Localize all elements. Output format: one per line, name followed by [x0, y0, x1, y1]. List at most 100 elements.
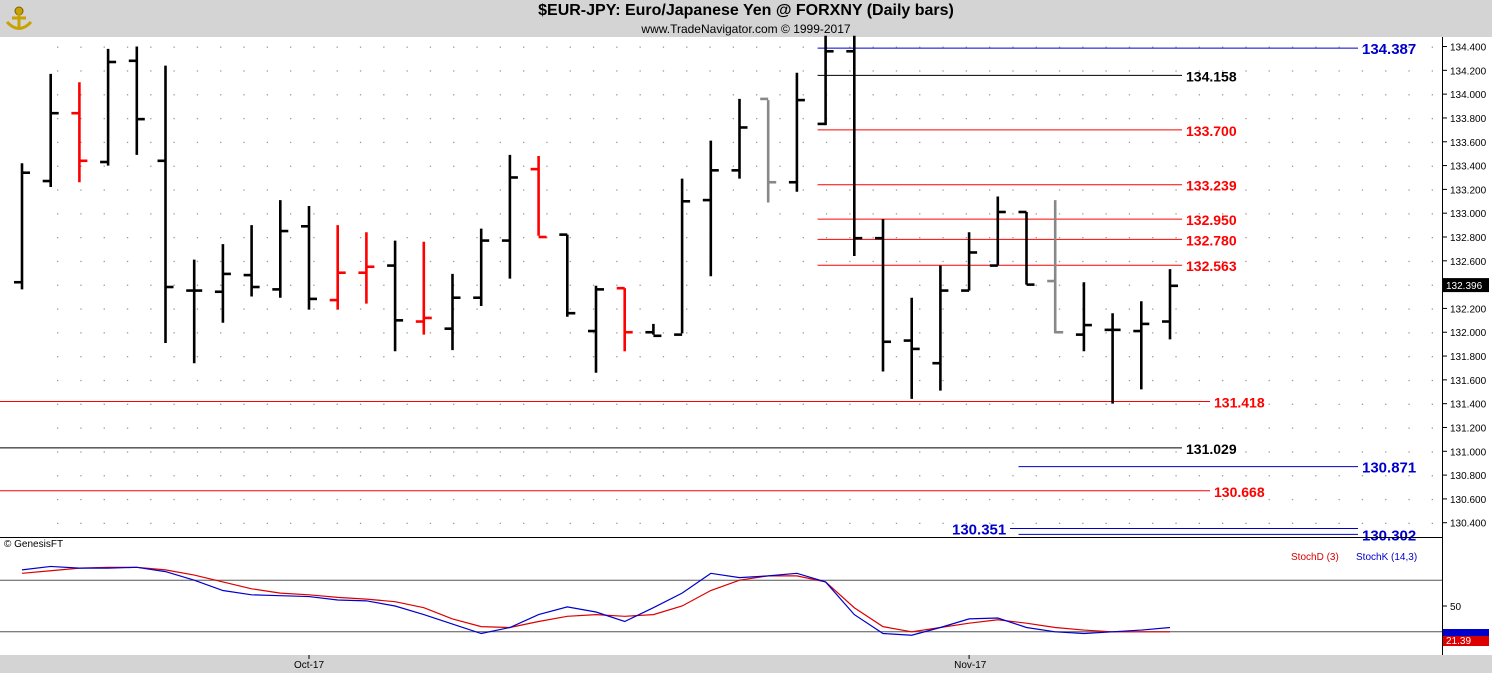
grid-dot	[802, 332, 804, 334]
grid-dot	[1361, 213, 1364, 215]
grid-dot	[313, 498, 315, 501]
grid-dot	[802, 475, 804, 477]
grid-dot	[1361, 308, 1364, 310]
grid-dot	[1128, 332, 1131, 334]
grid-dot	[406, 189, 408, 191]
grid-dot	[1082, 165, 1084, 167]
grid-dot	[383, 332, 385, 334]
grid-dot	[919, 284, 921, 286]
grid-dot	[313, 189, 315, 191]
grid-dot	[686, 498, 688, 501]
grid-dot	[1291, 189, 1294, 191]
grid-dot	[266, 308, 268, 310]
grid-dot	[1245, 213, 1247, 215]
grid-dot	[592, 237, 595, 239]
grid-dot	[895, 403, 898, 405]
grid-dot	[523, 117, 525, 120]
grid-dot	[80, 117, 82, 120]
grid-dot	[383, 403, 385, 405]
grid-dot	[406, 427, 408, 429]
grid-dot	[196, 165, 199, 167]
plot-background	[0, 37, 1442, 655]
grid-dot	[1012, 94, 1014, 96]
grid-dot	[523, 46, 525, 48]
grid-dot	[989, 379, 991, 382]
grid-dot	[359, 237, 362, 239]
grid-dot	[1082, 141, 1084, 144]
ohlc-bar	[989, 196, 1006, 267]
grid-dot	[849, 237, 851, 239]
grid-dot	[1385, 332, 1387, 334]
grid-dot	[1268, 237, 1270, 239]
grid-dot	[989, 260, 991, 263]
grid-dot	[1012, 379, 1014, 382]
grid-dot	[80, 332, 82, 334]
grid-dot	[406, 356, 408, 358]
grid-dot	[1361, 475, 1364, 477]
grid-dot	[639, 46, 641, 48]
grid-dot	[383, 379, 385, 382]
grid-dot	[1315, 332, 1317, 334]
grid-dot	[383, 70, 385, 72]
grid-dot	[453, 498, 455, 501]
grid-dot	[1222, 356, 1224, 358]
grid-dot	[592, 498, 595, 501]
grid-dot	[1385, 94, 1387, 96]
grid-dot	[1058, 379, 1061, 382]
grid-dot	[779, 70, 781, 72]
grid-dot	[126, 70, 129, 72]
grid-dot	[336, 213, 338, 215]
grid-dot	[266, 94, 268, 96]
grid-dot	[1035, 498, 1037, 501]
grid-dot	[616, 70, 618, 72]
grid-dot	[383, 451, 385, 453]
grid-dot	[1245, 284, 1247, 286]
grid-dot	[383, 475, 385, 477]
grid-dot	[1245, 498, 1247, 501]
grid-dot	[173, 403, 175, 405]
grid-dot	[220, 237, 222, 239]
grid-dot	[173, 475, 175, 477]
grid-dot	[756, 451, 758, 453]
grid-dot	[849, 94, 851, 96]
grid-dot	[1408, 141, 1410, 144]
grid-dot	[686, 403, 688, 405]
ohlc-bar	[616, 286, 633, 352]
grid-dot	[732, 332, 734, 334]
grid-dot	[756, 379, 758, 382]
price-tick-label: 134.200	[1450, 66, 1487, 77]
grid-dot	[942, 237, 944, 239]
grid-dot	[126, 356, 129, 358]
grid-dot	[150, 332, 152, 334]
grid-dot	[1058, 117, 1061, 120]
grid-dot	[1338, 451, 1340, 453]
grid-dot	[126, 308, 129, 310]
grid-dot	[1198, 117, 1200, 120]
grid-dot	[103, 308, 105, 310]
grid-dot	[1152, 427, 1154, 429]
grid-dot	[849, 522, 851, 525]
grid-dot	[1245, 260, 1247, 263]
price-tick-label: 130.600	[1450, 495, 1487, 506]
grid-dot	[126, 403, 129, 405]
ohlc-bar	[14, 163, 30, 290]
grid-dot	[965, 379, 967, 382]
grid-dot	[266, 498, 268, 501]
chart-title: $EUR-JPY: Euro/Japanese Yen @ FORXNY (Da…	[538, 2, 954, 19]
grid-dot	[895, 284, 898, 286]
grid-dot	[359, 403, 362, 405]
grid-dot	[266, 117, 268, 120]
grid-dot	[476, 141, 478, 144]
grid-dot	[1198, 189, 1200, 191]
grid-dot	[1105, 356, 1107, 358]
ohlc-bar	[301, 206, 317, 310]
grid-dot	[1152, 451, 1154, 453]
price-tick-label: 132.600	[1450, 257, 1487, 268]
grid-dot	[942, 189, 944, 191]
grid-dot	[592, 379, 595, 382]
grid-dot	[1245, 94, 1247, 96]
grid-dot	[103, 94, 105, 96]
grid-dot	[1152, 141, 1154, 144]
grid-dot	[1431, 356, 1433, 358]
